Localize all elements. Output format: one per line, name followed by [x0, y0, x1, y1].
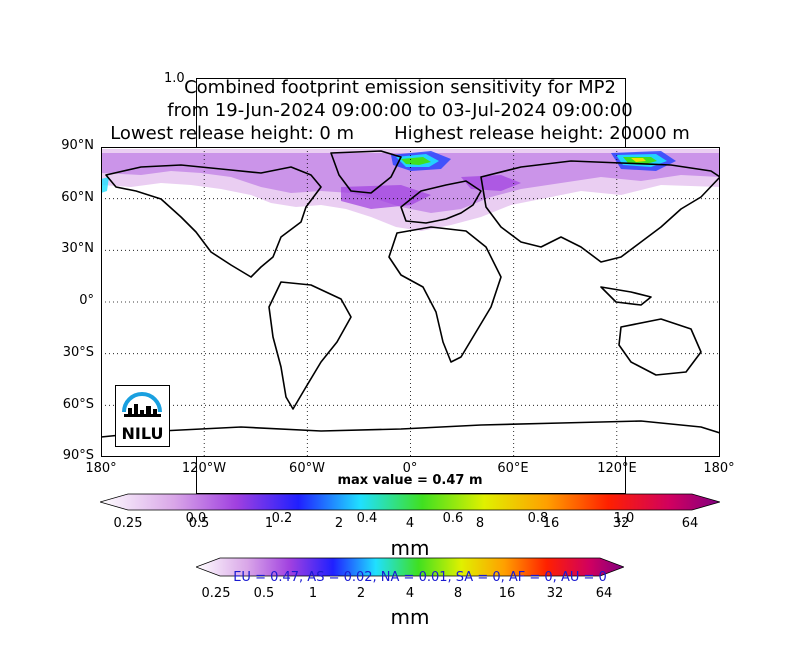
title-line-2: from 19-Jun-2024 09:00:00 to 03-Jul-2024… — [167, 100, 633, 121]
cb-main-tick: 2 — [334, 516, 344, 531]
lon-label-120e: 120°E — [597, 461, 637, 476]
cb-secondary-tick: 4 — [405, 586, 415, 601]
lat-label-0: 0° — [79, 293, 94, 308]
title-line-3: Lowest release height: 0 m Highest relea… — [110, 123, 690, 144]
cb-main-tick: 8 — [475, 516, 485, 531]
lat-label-90s: 90°S — [62, 448, 94, 463]
cb-secondary-tick: 0.5 — [253, 586, 275, 601]
colorbar-main — [100, 493, 720, 511]
ghost-axis-label: 0.8 — [527, 511, 549, 526]
nilu-logo-graphic — [122, 392, 162, 417]
cb-main-tick: 4 — [405, 516, 415, 531]
cb-secondary-tick: 16 — [498, 586, 516, 601]
colorbar-secondary — [196, 557, 624, 577]
lon-label-60e: 60°E — [497, 461, 529, 476]
cb-secondary-tick: 1 — [308, 586, 318, 601]
lon-label-0: 0° — [402, 461, 418, 476]
ghost-axis-top-label: 1.0 — [164, 71, 185, 86]
ghost-axis-label: 0.4 — [356, 511, 378, 526]
lat-label-30n: 30°N — [61, 241, 94, 256]
lat-label-60n: 60°N — [61, 190, 94, 205]
lon-label-60w: 60°W — [289, 461, 325, 476]
cb-main-tick: 0.5 — [188, 516, 210, 531]
max-value-label: max value = 0.47 m — [337, 473, 483, 488]
cb-main-tick: 64 — [681, 516, 699, 531]
title-line-1: Combined footprint emission sensitivity … — [184, 77, 616, 98]
colorbar-main-unit: mm — [390, 536, 430, 560]
cb-secondary-tick: 0.25 — [201, 586, 231, 601]
world-map — [101, 147, 720, 457]
cb-main-tick: 0.25 — [113, 516, 143, 531]
cb-secondary-tick: 2 — [356, 586, 366, 601]
cb-secondary-tick: 32 — [546, 586, 564, 601]
emission-plume — [101, 149, 720, 231]
cb-main-tick: 32 — [612, 516, 630, 531]
regions-summary: EU = 0.47, AS = 0.02, NA = 0.01, SA = 0,… — [233, 570, 607, 585]
lon-label-180e: 180° — [703, 461, 735, 476]
lat-label-90n: 90°N — [61, 138, 94, 153]
ghost-axis-label: 0.6 — [442, 511, 464, 526]
lon-label-180w: 180° — [85, 461, 117, 476]
ghost-axis-label: 0.2 — [271, 511, 293, 526]
lat-label-60s: 60°S — [62, 397, 94, 412]
nilu-logo-text: NILU — [121, 424, 164, 443]
ghost-axis-label: 1.0 — [613, 511, 635, 526]
cb-secondary-tick: 64 — [595, 586, 613, 601]
ghost-axis-label: 0.0 — [185, 511, 207, 526]
lat-label-30s: 30°S — [62, 345, 94, 360]
cb-main-tick: 16 — [542, 516, 560, 531]
colorbar-secondary-unit: mm — [390, 605, 430, 629]
nilu-logo: NILU — [115, 385, 170, 447]
lon-label-120w: 120°W — [181, 461, 227, 476]
cb-main-tick: 1 — [264, 516, 274, 531]
coastlines — [101, 150, 720, 438]
cb-secondary-tick: 8 — [453, 586, 463, 601]
